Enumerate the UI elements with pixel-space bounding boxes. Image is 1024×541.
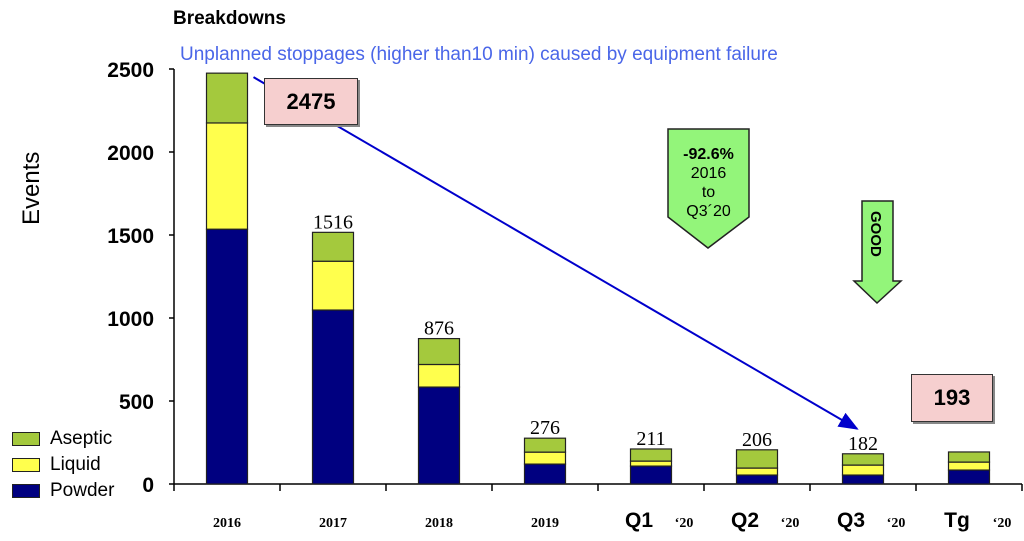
bar-segment-powder — [417, 386, 461, 485]
x-tick-label: Q2 — [731, 509, 759, 532]
legend-label-powder: Powder — [50, 480, 115, 501]
callout-2016-total: 2475 — [264, 78, 358, 125]
y-tick-label: 1500 — [107, 225, 154, 248]
legend-label-liquid: Liquid — [50, 454, 101, 475]
trend-arrow — [252, 76, 859, 430]
bar-segment-liquid — [311, 260, 355, 311]
reduction-to-word: to — [701, 184, 716, 201]
bar-segment-powder — [523, 463, 567, 485]
y-tick-label: 0 — [142, 474, 154, 497]
reduction-annotation: -92.6% 2016 to Q3´20 — [668, 145, 749, 221]
x-tick-label: 2016 — [213, 516, 241, 531]
x-tick-label: 2019 — [531, 516, 559, 531]
bar-segment-liquid — [205, 122, 249, 230]
legend-item-powder: Powder — [12, 478, 114, 504]
bar-segment-aseptic — [735, 449, 779, 469]
data-label: 276 — [530, 417, 560, 439]
bar-segment-powder — [841, 474, 885, 485]
x-tick-label: 2018 — [425, 516, 453, 531]
data-label: 206 — [742, 429, 772, 451]
bar-segment-powder — [629, 465, 673, 485]
x-tick-label-suffix: ‘20 — [781, 516, 800, 531]
x-tick-label: Tg — [944, 509, 970, 532]
bar-segment-liquid — [523, 451, 567, 465]
reduction-arrow-shape — [667, 128, 750, 249]
data-label: 211 — [636, 428, 665, 450]
data-label: 182 — [848, 433, 878, 455]
bar-segment-aseptic — [417, 337, 461, 366]
good-arrow-shape — [852, 200, 903, 305]
bar-segment-aseptic — [311, 231, 355, 262]
chart-title: Breakdowns — [173, 8, 286, 29]
y-tick-label: 500 — [119, 391, 154, 414]
good-arrow-label: GOOD — [867, 211, 884, 257]
bar-segment-liquid — [735, 467, 779, 476]
y-tick-label: 2000 — [107, 142, 154, 165]
bar-segment-aseptic — [629, 448, 673, 462]
bar-segment-powder — [205, 228, 249, 485]
legend-item-liquid: Liquid — [12, 452, 114, 478]
reduction-percent: -92.6% — [683, 146, 734, 163]
y-tick-label: 2500 — [107, 59, 154, 82]
bar-segment-aseptic — [841, 453, 885, 466]
data-label: 1516 — [313, 211, 353, 233]
legend-item-aseptic: Aseptic — [12, 426, 114, 452]
bar-segment-powder — [311, 309, 355, 485]
y-tick-label: 1000 — [107, 308, 154, 331]
x-tick-label: Q3 — [837, 509, 865, 532]
bar-segment-aseptic — [947, 451, 991, 463]
bar-segment-liquid — [841, 464, 885, 476]
bar-segment-liquid — [629, 460, 673, 467]
bar-segment-liquid — [947, 461, 991, 471]
legend-swatch-liquid — [12, 458, 40, 472]
bar-segment-aseptic — [523, 437, 567, 453]
x-tick-label-suffix: ‘20 — [675, 516, 694, 531]
legend-swatch-powder — [12, 484, 40, 498]
legend-swatch-aseptic — [12, 432, 40, 446]
callout-target: 193 — [911, 374, 993, 422]
legend: Aseptic Liquid Powder — [12, 426, 114, 504]
reduction-from: 2016 — [690, 165, 727, 182]
bar-segment-powder — [947, 469, 991, 485]
bar-segment-liquid — [417, 363, 461, 388]
data-label: 876 — [424, 318, 454, 340]
x-tick-label-suffix: ‘20 — [993, 516, 1012, 531]
x-tick-label-suffix: ‘20 — [887, 516, 906, 531]
x-tick-label: Q1 — [625, 509, 653, 532]
legend-label-aseptic: Aseptic — [50, 428, 113, 449]
bar-segment-powder — [735, 474, 779, 485]
reduction-to: Q3´20 — [686, 203, 731, 220]
bar-segment-aseptic — [205, 72, 249, 124]
x-tick-label: 2017 — [319, 516, 347, 531]
chart-subtitle: Unplanned stoppages (higher than10 min) … — [180, 44, 778, 65]
